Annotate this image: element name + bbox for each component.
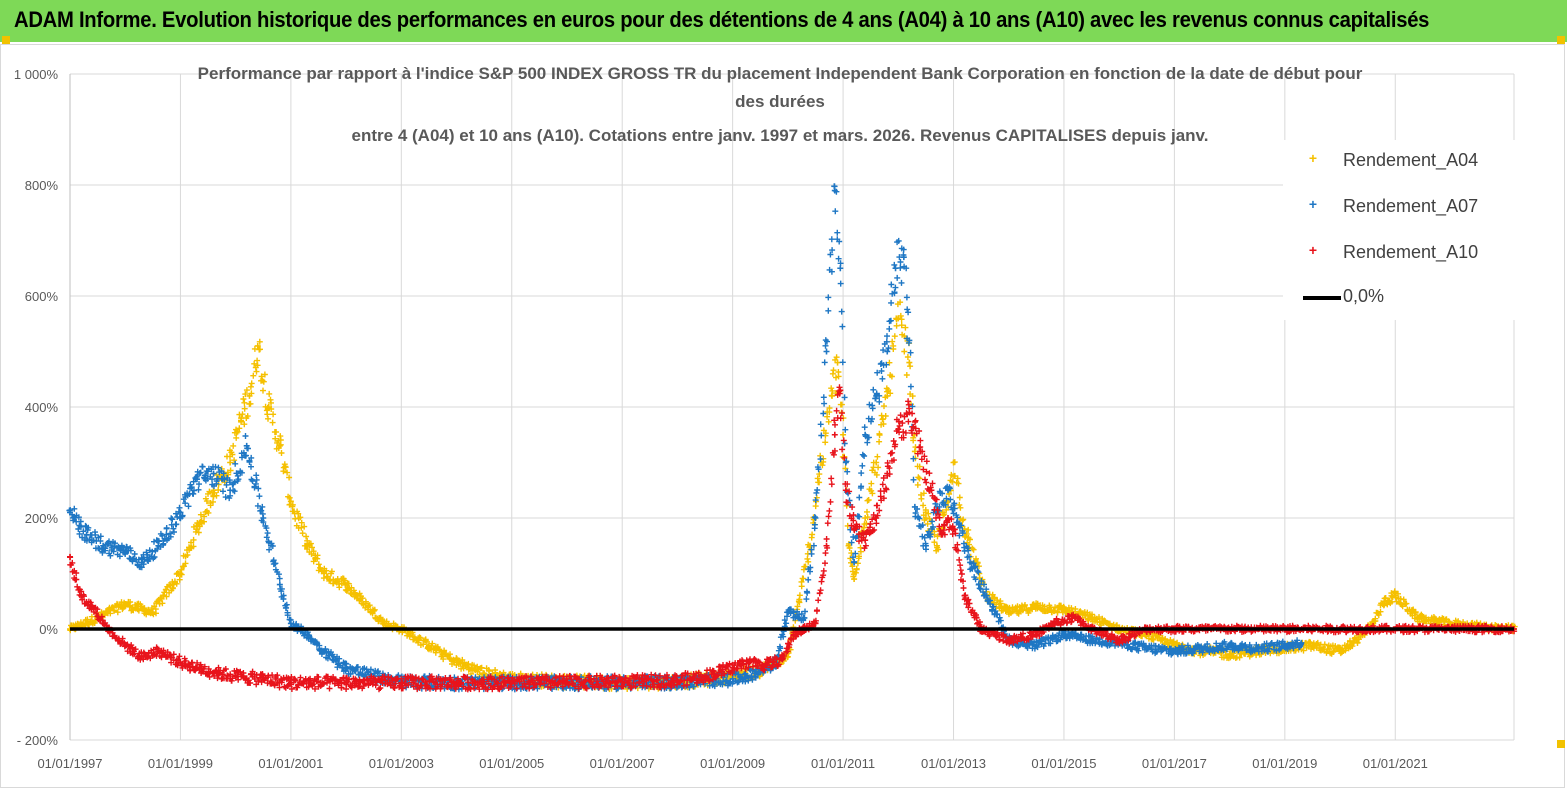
x-tick-label: 01/01/1997: [37, 756, 102, 771]
data-point: [227, 459, 234, 466]
x-tick-label: 01/01/2013: [921, 756, 986, 771]
y-tick-label: - 200%: [17, 733, 59, 748]
frame-corner-marker: [2, 36, 10, 44]
data-point: [906, 359, 913, 366]
x-tick-label: 01/01/2005: [479, 756, 544, 771]
chart-title-line-1: Performance par rapport à l'indice S&P 5…: [197, 64, 1363, 83]
series-Rendement_A10: [67, 384, 1518, 693]
series-point-cloud: [66, 183, 1304, 693]
header-title: ADAM Informe. Evolution historique des p…: [14, 7, 1430, 32]
chart-legend: + Rendement_A04 + Rendement_A07 + Rendem…: [1283, 140, 1543, 320]
data-point: [831, 431, 838, 438]
header-banner: ADAM Informe. Evolution historique des p…: [0, 0, 1567, 42]
legend-label: Rendement_A04: [1343, 150, 1479, 170]
legend-marker-plus-icon: +: [1308, 242, 1318, 258]
data-point: [842, 487, 849, 494]
legend-marker-plus-icon: +: [1308, 196, 1318, 212]
legend-label: Rendement_A07: [1343, 196, 1479, 216]
x-tick-label: 01/01/2003: [369, 756, 434, 771]
legend-line-icon: [1303, 296, 1341, 300]
data-point: [254, 342, 261, 349]
x-tick-label: 01/01/2011: [811, 756, 875, 771]
x-tick-label: 01/01/2015: [1031, 756, 1096, 771]
chart-area: - 200% 0% 200% 400% 600% 800% 1 000% 01/01/1997…: [14, 67, 1518, 771]
chart-frame: [0, 44, 1565, 788]
x-tick-label: 01/01/1999: [148, 756, 213, 771]
x-tick-label: 01/01/2021: [1363, 756, 1428, 771]
legend-label: Rendement_A10: [1343, 242, 1479, 262]
x-tick-label: 01/01/2007: [590, 756, 655, 771]
frame-corner-marker: [1557, 740, 1565, 748]
y-tick-label: 800%: [25, 178, 59, 193]
data-point: [210, 470, 217, 477]
x-tick-label: 01/01/2001: [258, 756, 323, 771]
chart-title-line-3: entre 4 (A04) et 10 ans (A10). Cotations…: [351, 126, 1209, 145]
x-tick-label: 01/01/2019: [1252, 756, 1317, 771]
y-tick-label: 600%: [25, 289, 59, 304]
x-tick-label: 01/01/2017: [1142, 756, 1207, 771]
series-Rendement_A07: [66, 183, 1305, 693]
y-tick-label: 200%: [25, 511, 59, 526]
y-tick-label: 1 000%: [14, 67, 59, 82]
y-tick-label: 0%: [39, 622, 58, 637]
data-point: [823, 348, 830, 355]
data-point: [884, 348, 891, 355]
legend-marker-plus-icon: +: [1308, 150, 1318, 166]
frame-corner-marker: [1557, 36, 1565, 44]
y-tick-label: 400%: [25, 400, 59, 415]
x-tick-label: 01/01/2009: [700, 756, 765, 771]
legend-label: 0,0%: [1343, 286, 1385, 306]
data-point: [840, 431, 847, 438]
chart-title-line-2: des durées: [735, 92, 825, 111]
